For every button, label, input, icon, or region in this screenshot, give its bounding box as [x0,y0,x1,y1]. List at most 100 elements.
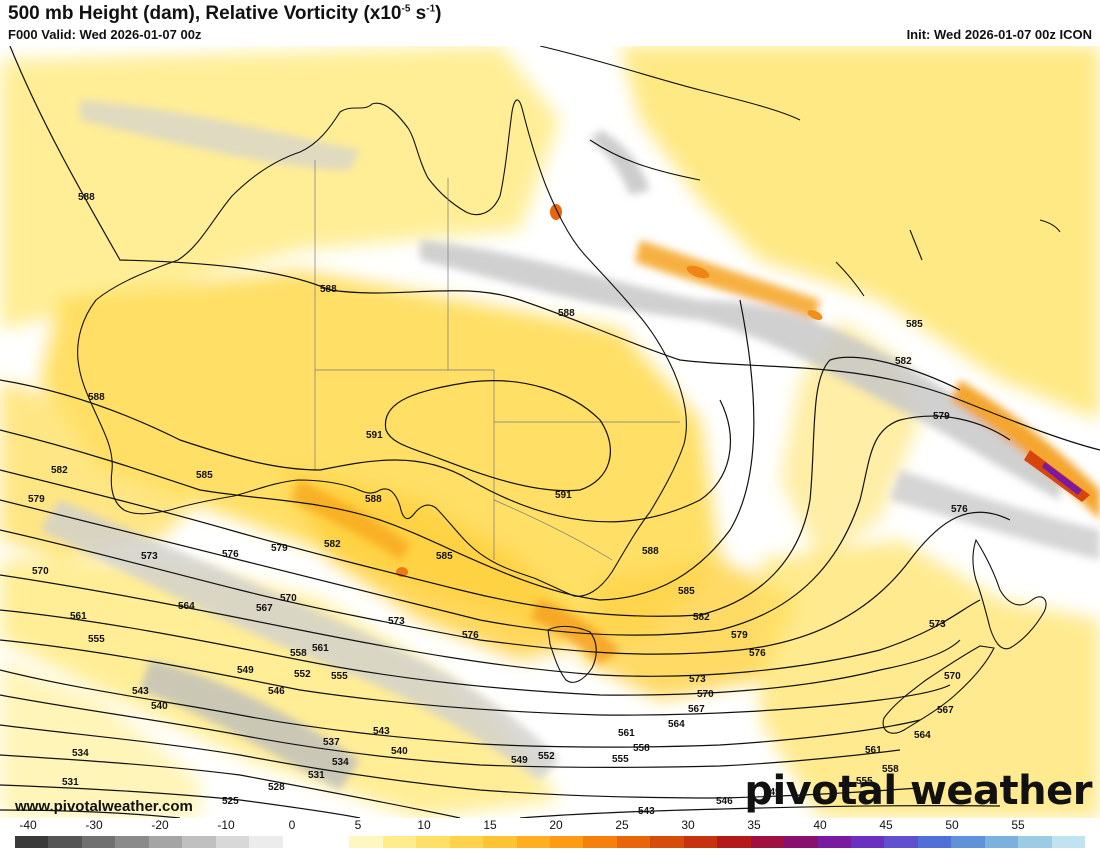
tasmania-coastline [547,625,597,683]
colorbar-swatch [984,836,1019,848]
contour-label: 570 [32,566,49,577]
contour-label: 525 [222,796,239,807]
colorbar-label: 25 [615,818,629,832]
contour-label: 573 [929,619,946,630]
contour-label: 579 [271,543,288,554]
colorbar-label: 5 [354,818,362,832]
contour-label: 540 [151,701,168,712]
contour-label: 573 [689,674,706,685]
contour-label: 567 [688,704,705,715]
contour-label: 570 [944,671,961,682]
colorbar-swatch [616,836,651,848]
colorbar-label: 35 [747,818,761,832]
contour-label: 579 [933,411,950,422]
contour-label: 540 [391,746,408,757]
contour-label: 585 [906,319,923,330]
new-zealand-south-island [882,645,995,734]
colorbar-label: 10 [417,818,431,832]
fiji-coastline [1039,219,1061,233]
init-time: Init: Wed 2026-01-07 00z ICON [906,27,1092,42]
australia-coastline [77,99,687,597]
contour-label: 561 [312,643,329,654]
colorbar-label: 50 [945,818,959,832]
contour-label: 576 [749,648,766,659]
contour-label: 591 [555,490,572,501]
colorbar-swatch [850,836,885,848]
colorbar-labels: -40 -30 -20 -10 0 5 10 15 20 25 30 35 40… [0,818,1100,834]
height-contours [0,46,1100,818]
contour-label: 576 [462,630,479,641]
new-zealand-north-island [972,538,1047,650]
colorbar-swatch [784,836,818,848]
contour-label: 564 [178,601,195,612]
contour-label: 588 [78,192,95,203]
colorbar-swatch [349,836,383,848]
colorbar-label: 40 [813,818,827,832]
contour-label: 543 [132,686,149,697]
contour-label: 573 [388,616,405,627]
contour-label: 561 [865,745,882,756]
contour-label: 528 [268,782,285,793]
contour-label: 549 [764,787,781,798]
contour-label: 582 [693,612,710,623]
contour-label: 546 [716,796,733,807]
colorbar-swatch [750,836,785,848]
contour-label: 552 [294,669,311,680]
contour-label: 588 [558,308,575,319]
colorbar-swatch [115,836,149,848]
contour-label: 570 [697,689,714,700]
contour-label: 591 [366,430,383,441]
contour-label: 588 [88,392,105,403]
website-url: www.pivotalweather.com [15,798,193,815]
contour-label: 534 [332,757,349,768]
contour-label: 567 [937,705,954,716]
valid-time: F000 Valid: Wed 2026-01-07 00z [8,27,202,42]
contour-label: 588 [365,494,382,505]
contour-label: 582 [51,465,68,476]
contour-label: 549 [237,665,254,676]
colorbar-swatch [1018,836,1052,848]
contour-label: 555 [331,671,348,682]
colorbar-label: -30 [85,818,103,832]
header: 500 mb Height (dam), Relative Vorticity … [0,0,1100,46]
colorbar-label: 45 [879,818,893,832]
colorbar-swatch [416,836,450,848]
coastlines [77,46,1061,734]
colorbar-swatch [583,836,617,848]
contour-label: 588 [320,284,337,295]
chart-title: 500 mb Height (dam), Relative Vorticity … [8,3,442,24]
colorbar [15,836,1085,848]
contour-label: 564 [668,719,685,730]
colorbar-label: 30 [681,818,695,832]
colorbar-label: -20 [151,818,169,832]
colorbar-swatch [182,836,216,848]
contour-label: 555 [612,754,629,765]
new-guinea-coastline [539,46,801,181]
colorbar-swatch [483,836,517,848]
colorbar-label: -40 [19,818,37,832]
contour-label: 585 [678,586,695,597]
colorbar-swatch [550,836,584,848]
contour-label: 564 [914,730,931,741]
contour-label: 561 [70,611,87,622]
contour-label: 558 [290,648,307,659]
contour-label: 552 [538,751,555,762]
weather-map[interactable]: 588 588 588 588 591 591 588 585 582 579 … [0,46,1100,818]
colorbar-label: 20 [549,818,563,832]
contour-label: 558 [633,743,650,754]
contour-label: 570 [280,593,297,604]
contour-label: 531 [62,777,79,788]
state-borders [314,160,680,561]
colorbar-swatch [315,836,350,848]
contour-label: 579 [28,494,45,505]
colorbar-label: 55 [1011,818,1025,832]
colorbar-swatch [917,836,952,848]
colorbar-swatch [148,836,183,848]
contour-label: 543 [638,806,655,817]
new-caledonia-coastline [835,261,865,297]
colorbar-swatch [683,836,718,848]
colorbar-swatch [884,836,918,848]
colorbar-swatch [516,836,550,848]
contour-label: 543 [373,726,390,737]
colorbar-label: 15 [483,818,497,832]
